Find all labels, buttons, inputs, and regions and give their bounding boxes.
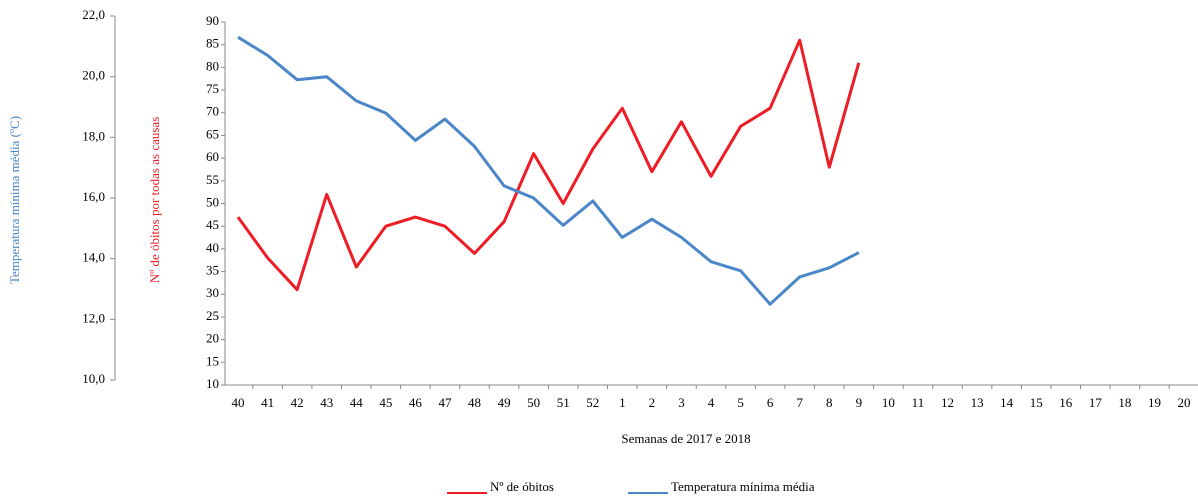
series-line: [236, 38, 861, 292]
x-tick-label: 43: [320, 395, 333, 410]
x-tick-label: 16: [1059, 395, 1073, 410]
y-tick-label: 65: [206, 126, 219, 141]
y2-tick-label: 18,0: [82, 128, 105, 143]
x-tick-label: 42: [291, 395, 304, 410]
x-tick-label: 50: [527, 395, 540, 410]
y-tick-label: 25: [206, 308, 219, 323]
legend-label: Nº de óbitos: [490, 479, 554, 494]
y-tick-label: 50: [206, 194, 219, 209]
x-tick-label: 6: [767, 395, 774, 410]
y-tick-label: 55: [206, 172, 219, 187]
x-tick-label: 19: [1148, 395, 1161, 410]
y2-tick-label: 20,0: [82, 68, 105, 83]
y-tick-label: 90: [206, 13, 219, 28]
legend-label: Temperatura mínima média: [671, 479, 815, 494]
x-tick-label: 44: [350, 395, 364, 410]
x-tick-label: 45: [379, 395, 392, 410]
x-tick-label: 3: [678, 395, 685, 410]
y2-tick-label: 10,0: [82, 371, 105, 386]
y-axis-title: Nº de óbitos por todas as causas: [147, 117, 162, 284]
x-tick-label: 10: [882, 395, 895, 410]
y-tick-label: 15: [206, 353, 219, 368]
x-tick-label: 12: [941, 395, 954, 410]
x-tick-label: 11: [912, 395, 925, 410]
x-tick-label: 18: [1118, 395, 1131, 410]
y-tick-label: 30: [206, 285, 219, 300]
x-tick-label: 5: [737, 395, 744, 410]
y-tick-label: 10: [206, 376, 219, 391]
y-tick-label: 80: [206, 58, 219, 73]
y2-tick-label: 12,0: [82, 310, 105, 325]
x-tick-label: 15: [1030, 395, 1043, 410]
x-tick-label: 20: [1178, 395, 1191, 410]
x-tick-label: 13: [971, 395, 984, 410]
x-axis-title: Semanas de 2017 e 2018: [621, 431, 750, 446]
y-tick-label: 75: [206, 81, 219, 96]
x-tick-label: 48: [468, 395, 481, 410]
x-tick-label: 9: [856, 395, 863, 410]
x-tick-label: 47: [438, 395, 452, 410]
x-tick-label: 17: [1089, 395, 1103, 410]
x-tick-label: 40: [232, 395, 245, 410]
y2-tick-label: 16,0: [82, 189, 105, 204]
x-tick-label: 14: [1000, 395, 1014, 410]
y-tick-label: 40: [206, 240, 219, 255]
y2-axis-title: Temperatura mínima média (ºC): [7, 116, 22, 284]
y-tick-label: 20: [206, 331, 219, 346]
x-tick-label: 7: [796, 395, 803, 410]
x-tick-label: 1: [619, 395, 626, 410]
x-tick-label: 4: [708, 395, 715, 410]
y-tick-label: 35: [206, 263, 219, 278]
x-tick-label: 2: [649, 395, 656, 410]
y2-tick-label: 14,0: [82, 250, 105, 265]
x-tick-label: 51: [557, 395, 570, 410]
x-tick-label: 41: [261, 395, 274, 410]
y2-tick-label: 22,0: [82, 7, 105, 22]
y-tick-label: 85: [206, 36, 219, 51]
x-tick-label: 49: [498, 395, 511, 410]
x-tick-label: 52: [586, 395, 599, 410]
y-tick-label: 60: [206, 149, 219, 164]
y-tick-label: 45: [206, 217, 219, 232]
x-tick-label: 8: [826, 395, 833, 410]
series-line: [237, 35, 860, 306]
y-tick-label: 70: [206, 104, 219, 119]
x-tick-label: 46: [409, 395, 423, 410]
